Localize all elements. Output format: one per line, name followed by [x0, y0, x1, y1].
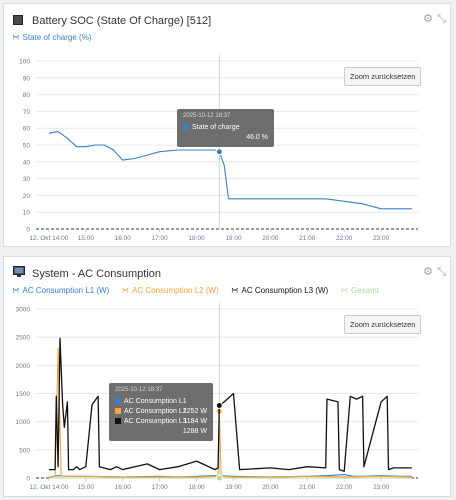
tooltip-value: 1184 W — [183, 418, 207, 425]
tooltip-label: State of charge — [192, 124, 240, 131]
tooltip-row: AC Consumption L1 1252 W — [115, 397, 207, 415]
x-tick-label: 15:00 — [78, 484, 95, 491]
x-tick-label: 21:00 — [299, 235, 316, 242]
tooltip-label: AC Consumption L1 — [124, 398, 187, 405]
x-tick-label: 18:00 — [188, 484, 205, 491]
y-tick-label: 1000 — [16, 419, 31, 426]
y-tick-label: 2000 — [16, 363, 31, 370]
x-tick-label: 20:00 — [262, 235, 279, 242]
x-tick-label: 15:00 — [78, 235, 95, 242]
y-tick-label: 3000 — [16, 307, 31, 314]
gear-icon[interactable]: ⚙ — [423, 13, 433, 25]
x-tick-label: 19:00 — [225, 235, 242, 242]
tooltip-time: 2025-10-12 18:37 — [183, 113, 231, 119]
tooltip-time: 2025-10-12 18:37 — [115, 387, 163, 393]
y-tick-label: 50 — [23, 143, 31, 150]
legend-label: Gesamt — [351, 286, 380, 295]
ac-consumption-line-chart[interactable]: 0 500 1000 1500 2000 2500 3000 12. Okt 14:00 15:… — [4, 257, 452, 498]
x-tick-label: 22:00 — [336, 484, 353, 491]
legend-label: AC Consumption L2 (W) — [132, 286, 219, 295]
legend-item-l3[interactable]: ∺ AC Consumption L3 (W) — [231, 285, 328, 296]
y-tick-label: 70 — [23, 109, 31, 116]
line-marker-icon: ∺ — [121, 285, 130, 295]
series-swatch — [115, 408, 121, 415]
x-tick-label: 23:00 — [373, 235, 390, 242]
x-tick-label: 18:00 — [188, 235, 205, 242]
x-tick-label: 22:00 — [336, 235, 353, 242]
battery-soc-panel: Battery SOC (State Of Charge) [512] ⚙ ⤡ … — [3, 3, 451, 247]
panel-header: System - AC Consumption ⚙ ⤡ — [4, 257, 450, 287]
chart-legend: ∺ State of charge (%) — [12, 32, 101, 43]
chart-legend: ∺ AC Consumption L1 (W) ∺ AC Consumption L… — [12, 285, 389, 296]
tooltip-row: AC Consumption L2 1184 W — [115, 407, 207, 425]
panel-header: Battery SOC (State Of Charge) [512] ⚙ ⤡ — [4, 4, 450, 34]
ac-consumption-panel: System - AC Consumption ⚙ ⤡ ∺ AC Consumpt… — [3, 256, 451, 497]
hover-point — [215, 474, 223, 482]
x-tick-label: 17:00 — [152, 235, 169, 242]
legend-label: State of charge (%) — [22, 33, 92, 42]
legend-label: AC Consumption L3 (W) — [241, 286, 329, 295]
panel-title: Battery SOC (State Of Charge) [512] — [32, 15, 212, 27]
zoom-reset-button[interactable]: Zoom zurücksetzen — [344, 315, 422, 334]
y-tick-label: 60 — [23, 126, 31, 133]
tooltip-label: AC Consumption L2 — [124, 408, 187, 415]
series-swatch — [115, 418, 121, 425]
y-tick-label: 2500 — [16, 335, 31, 342]
chart-tooltip: 2025-10-12 18:37 AC Consumption L1 1252 W… — [109, 383, 213, 441]
gear-icon[interactable]: ⚙ — [423, 266, 433, 278]
legend-label: AC Consumption L1 (W) — [22, 286, 110, 295]
tooltip-row: AC Consumption L3 1288 W — [115, 417, 207, 435]
x-tick-label: 23:00 — [373, 484, 390, 491]
chart-tooltip: 2025-10-12 18:37 State of charge 46.0 % — [177, 109, 274, 147]
y-tick-label: 500 — [19, 447, 30, 454]
legend-item-soc[interactable]: ∺ State of charge (%) — [12, 32, 91, 43]
x-tick-label: 12. Okt 14:00 — [29, 235, 68, 242]
series-line[interactable] — [48, 337, 412, 472]
series-line[interactable] — [48, 347, 412, 478]
y-tick-label: 20 — [23, 193, 31, 200]
line-marker-icon: ∺ — [12, 285, 20, 295]
monitor-icon — [13, 266, 25, 277]
line-marker-icon: ∺ — [340, 285, 348, 295]
legend-item-total[interactable]: ∺ Gesamt — [340, 285, 379, 296]
tooltip-row: State of charge 46.0 % — [183, 123, 268, 141]
y-tick-label: 0 — [26, 476, 30, 483]
y-tick-label: 90 — [23, 75, 31, 82]
tooltip-value: 46.0 % — [246, 134, 268, 141]
expand-icon[interactable]: ⤡ — [437, 266, 446, 278]
line-marker-icon: ∺ — [12, 32, 20, 42]
battery-icon — [13, 15, 23, 25]
legend-item-l1[interactable]: ∺ AC Consumption L1 (W) — [12, 285, 109, 296]
x-tick-label: 19:00 — [225, 484, 242, 491]
line-marker-icon: ∺ — [230, 285, 239, 295]
tooltip-value: 1252 W — [182, 408, 207, 415]
y-tick-label: 10 — [23, 210, 31, 217]
y-tick-label: 40 — [23, 159, 31, 166]
legend-item-l2[interactable]: ∺ AC Consumption L2 (W) — [121, 285, 218, 296]
hover-point — [215, 148, 223, 156]
x-tick-label: 12. Okt 14:00 — [29, 484, 68, 491]
x-tick-label: 20:00 — [262, 484, 279, 491]
zoom-reset-button[interactable]: Zoom zurücksetzen — [344, 67, 422, 86]
series-line[interactable] — [48, 131, 412, 210]
x-tick-label: 16:00 — [115, 484, 132, 491]
y-tick-label: 1500 — [16, 391, 31, 398]
tooltip-value: 1288 W — [182, 428, 207, 435]
x-tick-label: 21:00 — [299, 484, 316, 491]
panel-title: System - AC Consumption — [32, 268, 161, 280]
expand-icon[interactable]: ⤡ — [437, 13, 446, 25]
y-tick-label: 100 — [19, 59, 30, 66]
x-tick-label: 17:00 — [152, 484, 169, 491]
y-tick-label: 0 — [26, 227, 30, 234]
hover-point — [215, 401, 223, 409]
y-tick-label: 30 — [23, 176, 31, 183]
y-tick-label: 80 — [23, 92, 31, 99]
tooltip-label: AC Consumption L3 — [124, 418, 187, 425]
series-swatch — [183, 124, 189, 131]
series-swatch — [115, 398, 121, 405]
x-tick-label: 16:00 — [115, 235, 132, 242]
